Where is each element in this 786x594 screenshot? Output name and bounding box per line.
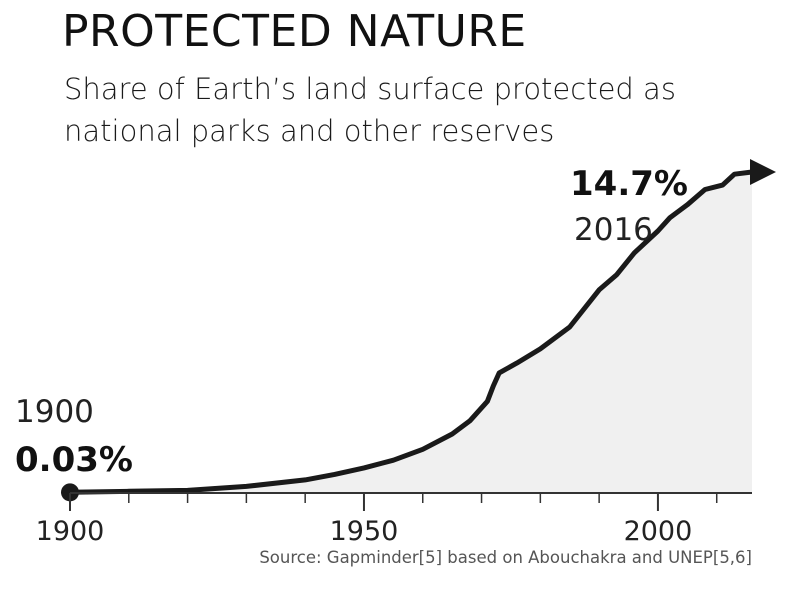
arrow-icon xyxy=(750,159,776,185)
x-tick-label: 1900 xyxy=(36,516,105,547)
start-year-label: 1900 xyxy=(15,394,94,430)
start-value-label: 0.03% xyxy=(15,440,133,480)
area-fill xyxy=(70,172,752,493)
end-value-label: 14.7% xyxy=(570,164,688,204)
x-tick-label: 1950 xyxy=(330,516,399,547)
source-note: Source: Gapminder[5] based on Abouchakra… xyxy=(259,548,752,567)
x-axis-major-ticks: 1900 1950 2000 xyxy=(36,493,693,547)
chart-subtitle: Share of Earth’s land surface protected … xyxy=(64,72,676,148)
end-year-label: 2016 xyxy=(574,212,653,248)
x-axis-minor-ticks xyxy=(128,493,718,503)
x-tick-label: 2000 xyxy=(624,516,693,547)
chart-title: PROTECTED NATURE xyxy=(62,6,527,57)
series-line xyxy=(67,169,755,495)
